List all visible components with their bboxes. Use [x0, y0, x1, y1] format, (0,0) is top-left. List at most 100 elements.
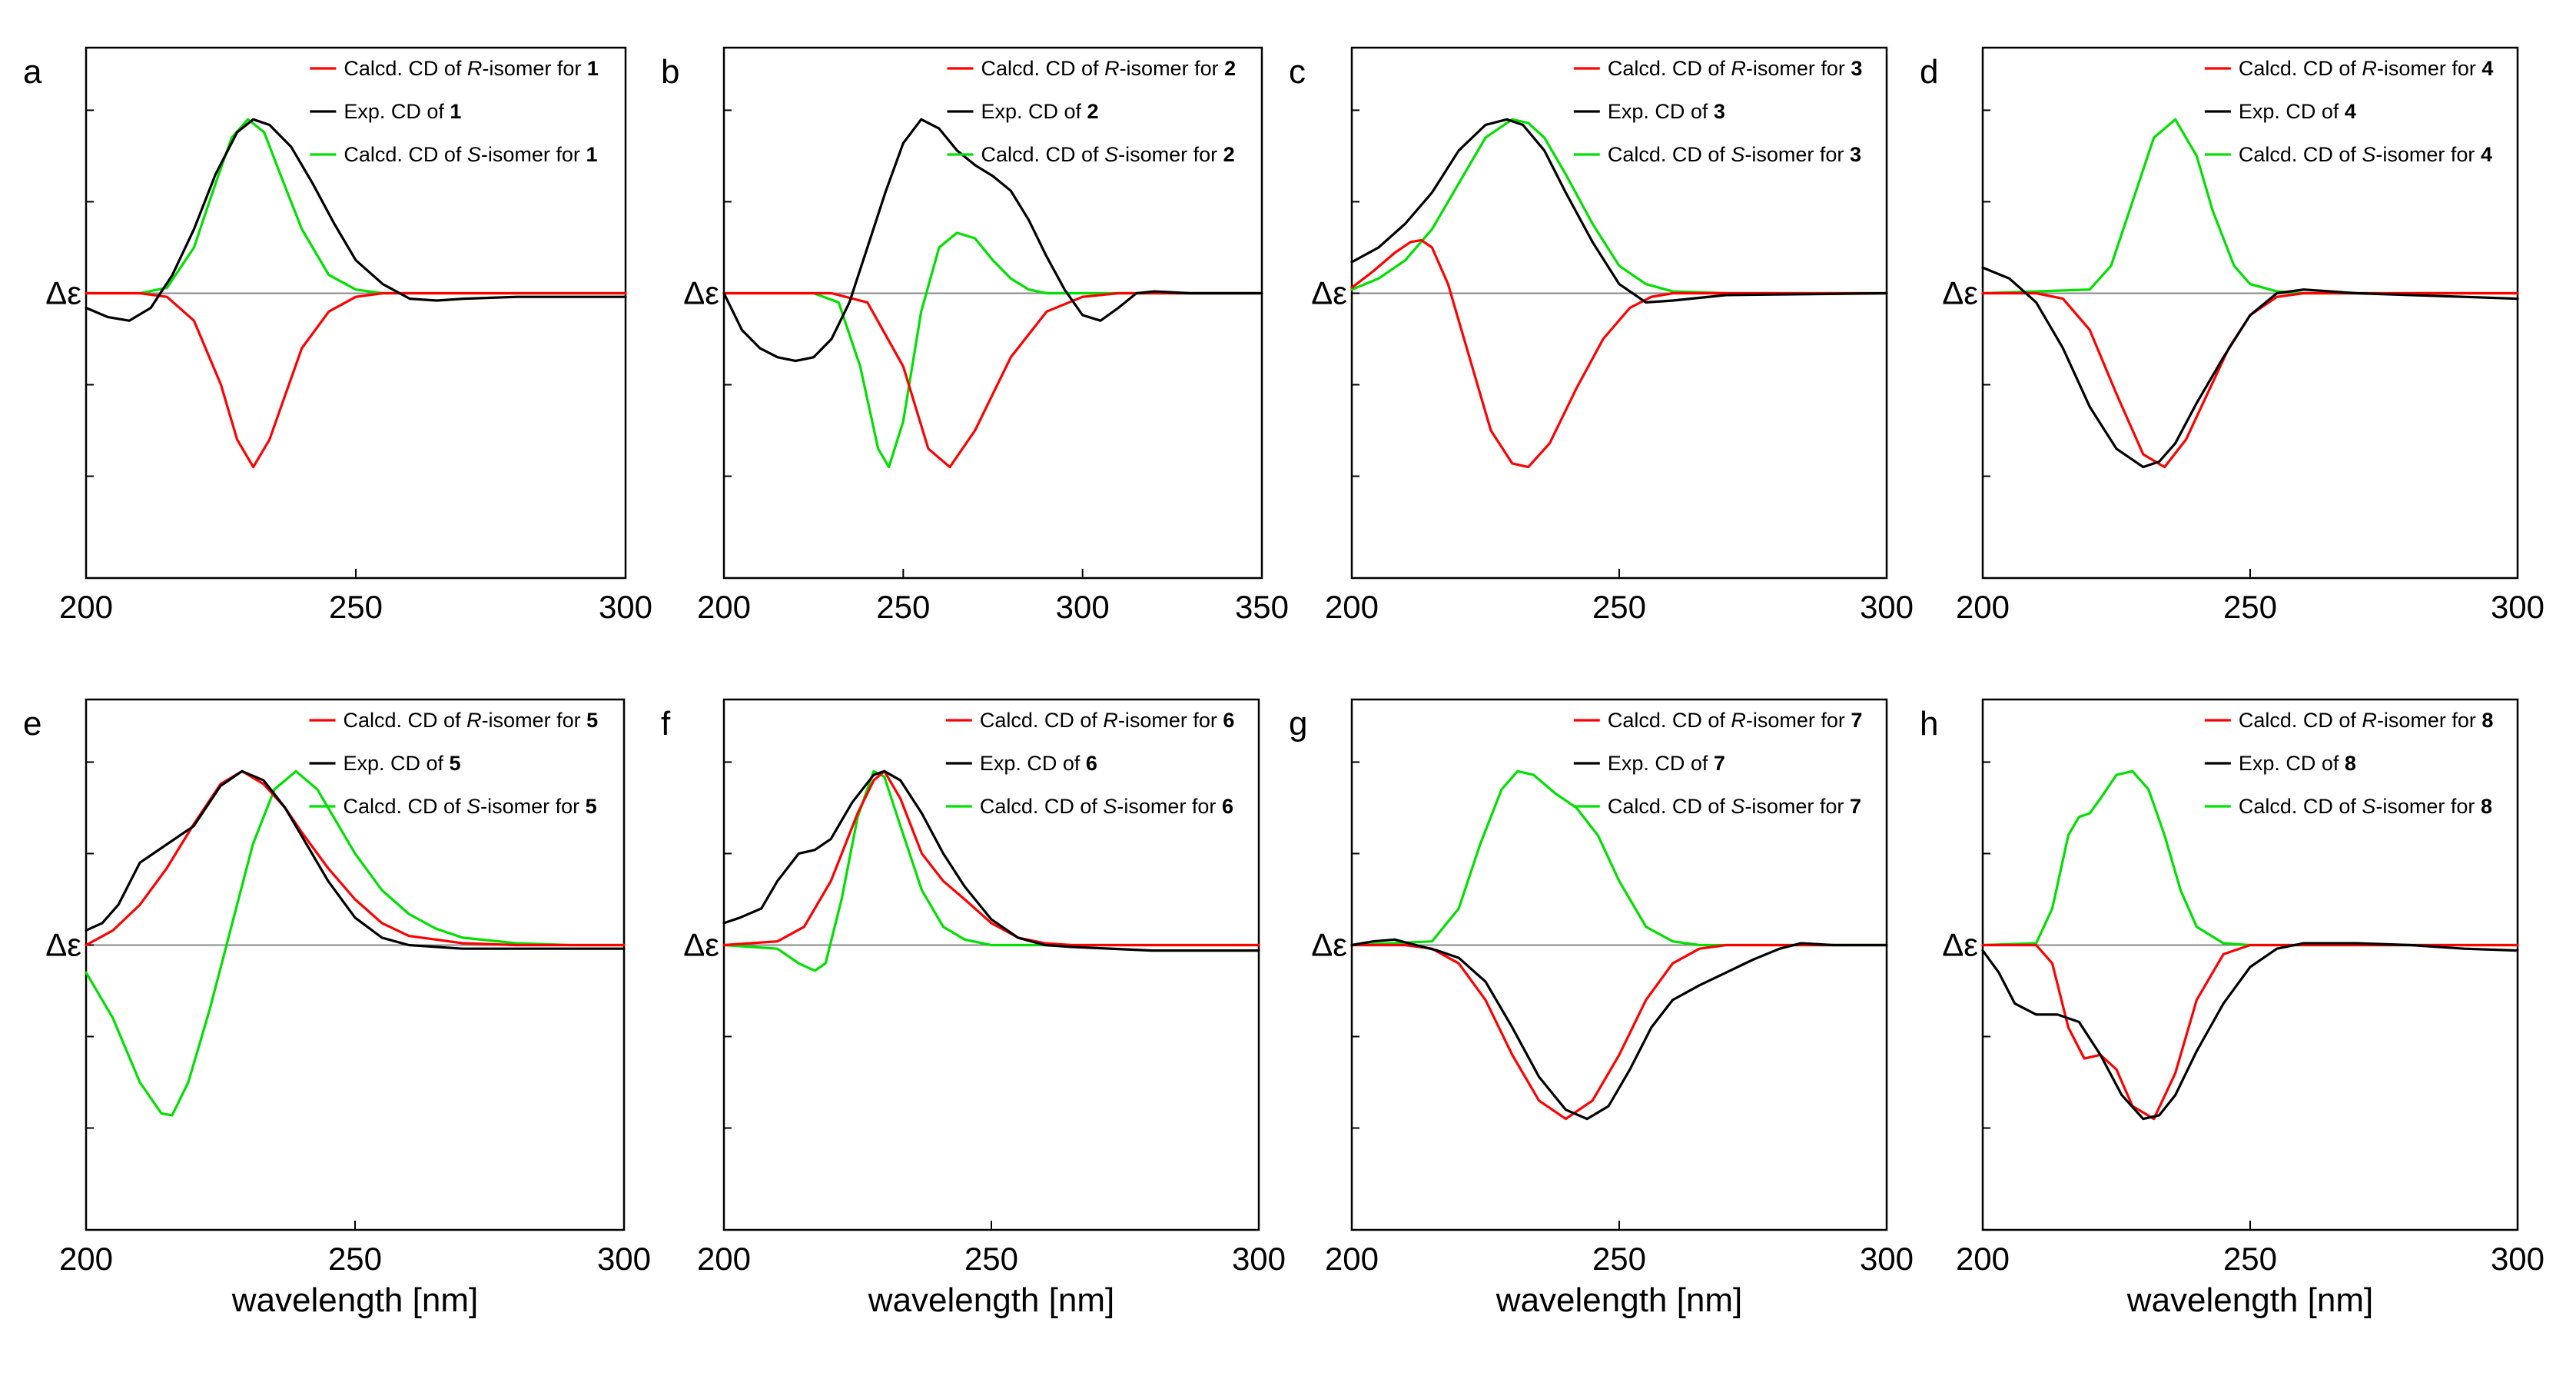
- legend-entry-calcd-r: Calcd. CD of R-isomer for 8: [2204, 709, 2494, 732]
- legend-text-part: Calcd. CD of: [980, 795, 1104, 818]
- x-axis-label: wavelength [nm]: [868, 1281, 1114, 1319]
- legend-label: Calcd. CD of R-isomer for 7: [1608, 709, 1863, 732]
- isomer-label: S: [1731, 143, 1744, 166]
- x-tick-label: 200: [1325, 1241, 1379, 1277]
- panel-h: 200 250 300 h Δε wavelength [nm] Calcd. CD of …: [1920, 698, 2544, 1319]
- legend-text-part: -isomer for: [1118, 709, 1223, 732]
- legend-text-part: Calcd. CD of: [1608, 143, 1731, 166]
- panel-letter: g: [1289, 705, 1307, 743]
- panel-f: 200 250 300 f Δε wavelength [nm] Calcd. CD of …: [661, 698, 1286, 1319]
- legend-label: Calcd. CD of R-isomer for 8: [2239, 709, 2494, 732]
- legend-entry-exp: Exp. CD of 8: [2204, 752, 2356, 775]
- legend-text-part: Exp. CD of: [981, 100, 1087, 123]
- compound-number: 3: [1850, 143, 1861, 166]
- series-line-calcd-s: [1981, 769, 2519, 947]
- isomer-label: S: [2362, 143, 2375, 166]
- panel-e: 200 250 300 e Δε wavelength [nm] Calcd. CD of …: [23, 698, 651, 1319]
- panel-letter: d: [1920, 53, 1938, 91]
- y-axis-label: Δε: [45, 926, 81, 962]
- isomer-label: R: [2362, 57, 2377, 80]
- x-tick-label: 250: [1592, 589, 1646, 625]
- compound-number: 8: [2481, 709, 2493, 732]
- series-line-calcd-r: [1350, 238, 1888, 469]
- x-axis-label: wavelength [nm]: [231, 1281, 478, 1319]
- series-line-calcd-s: [1350, 769, 1888, 947]
- x-axis-label: wavelength [nm]: [2126, 1281, 2373, 1319]
- legend-text-part: -isomer for: [1746, 57, 1851, 80]
- legend-label: Exp. CD of 7: [1608, 752, 1725, 775]
- legend-text-part: -isomer for: [2375, 143, 2481, 166]
- x-tick-label: 250: [964, 1241, 1018, 1277]
- legend-text-part: Calcd. CD of: [2239, 143, 2362, 166]
- panel-g: 200 250 300 g Δε wavelength [nm] Calcd. CD of …: [1289, 698, 1914, 1319]
- x-tick-label: 300: [2491, 1241, 2544, 1277]
- panel-letter: h: [1920, 705, 1938, 743]
- x-tick-label: 250: [2223, 1241, 2277, 1277]
- legend-text-part: Exp. CD of: [980, 752, 1086, 775]
- legend-text-part: Exp. CD of: [1608, 100, 1714, 123]
- legend-text-part: Calcd. CD of: [1608, 795, 1731, 818]
- legend-text-part: Calcd. CD of: [2239, 795, 2362, 818]
- isomer-label: R: [1731, 57, 1746, 80]
- legend-entry-calcd-s: Calcd. CD of S-isomer for 2: [947, 143, 1235, 166]
- x-tick-label: 250: [329, 589, 383, 625]
- series-line-exp: [1350, 118, 1888, 304]
- legend-text-part: -isomer for: [1744, 143, 1850, 166]
- x-tick-label: 250: [1592, 1241, 1646, 1277]
- series-line-exp: [85, 769, 626, 950]
- legend-label: Exp. CD of 2: [981, 100, 1099, 123]
- plot-frame: [85, 698, 626, 1231]
- legend-text-part: -isomer for: [1744, 795, 1850, 818]
- legend-label: Calcd. CD of R-isomer for 4: [2239, 57, 2494, 80]
- compound-number: 5: [586, 795, 597, 818]
- legend-label: Calcd. CD of S-isomer for 2: [981, 143, 1235, 166]
- isomer-label: S: [1103, 795, 1117, 818]
- legend-entry-exp: Exp. CD of 2: [947, 100, 1099, 123]
- legend-text-part: -isomer for: [1117, 795, 1222, 818]
- isomer-label: R: [466, 709, 482, 732]
- compound-number: 4: [2345, 100, 2356, 123]
- series-line-calcd-r: [1350, 943, 1888, 1121]
- compound-number: 5: [586, 709, 598, 732]
- compound-number: 6: [1223, 709, 1234, 732]
- legend-text-part: Calcd. CD of: [981, 57, 1105, 80]
- series-line-calcd-s: [1350, 118, 1888, 295]
- x-tick-label: 250: [876, 589, 930, 625]
- isomer-label: R: [2362, 709, 2377, 732]
- y-axis-label: Δε: [45, 274, 81, 311]
- compound-number: 7: [1851, 709, 1862, 732]
- legend-text-part: Exp. CD of: [1608, 752, 1714, 775]
- series-line-exp: [1350, 938, 1888, 1121]
- legend-label: Calcd. CD of S-isomer for 3: [1608, 143, 1861, 166]
- legend-text-part: -isomer for: [1118, 143, 1223, 166]
- compound-number: 1: [450, 100, 461, 123]
- legend-entry-calcd-s: Calcd. CD of S-isomer for 7: [1573, 795, 1861, 818]
- legend-entry-exp: Exp. CD of 7: [1573, 752, 1725, 775]
- legend-text-part: Calcd. CD of: [2239, 709, 2362, 732]
- legend-label: Exp. CD of 8: [2239, 752, 2356, 775]
- legend-text-part: -isomer for: [2377, 709, 2482, 732]
- legend-text-part: Calcd. CD of: [344, 57, 467, 80]
- y-axis-label: Δε: [1311, 926, 1347, 962]
- x-tick-label: 300: [597, 1241, 651, 1277]
- isomer-label: R: [467, 57, 483, 80]
- x-tick-label: 300: [1860, 1241, 1914, 1277]
- legend-text-part: -isomer for: [2375, 795, 2481, 818]
- legend-text-part: Calcd. CD of: [1608, 57, 1731, 80]
- x-tick-label: 250: [2223, 589, 2277, 625]
- legend-text-part: -isomer for: [482, 709, 587, 732]
- isomer-label: S: [466, 795, 480, 818]
- y-axis-label: Δε: [683, 274, 719, 311]
- compound-number: 3: [1851, 57, 1862, 80]
- legend-entry-calcd-r: Calcd. CD of R-isomer for 3: [1573, 57, 1862, 80]
- legend-entry-calcd-r: Calcd. CD of R-isomer for 1: [310, 57, 599, 80]
- plot-frame: [722, 46, 1263, 580]
- legend-label: Exp. CD of 6: [980, 752, 1097, 775]
- legend-label: Exp. CD of 5: [344, 752, 461, 775]
- compound-number: 4: [2481, 143, 2492, 166]
- compound-number: 1: [587, 57, 599, 80]
- legend-label: Calcd. CD of R-isomer for 5: [344, 709, 599, 732]
- isomer-label: S: [1104, 143, 1118, 166]
